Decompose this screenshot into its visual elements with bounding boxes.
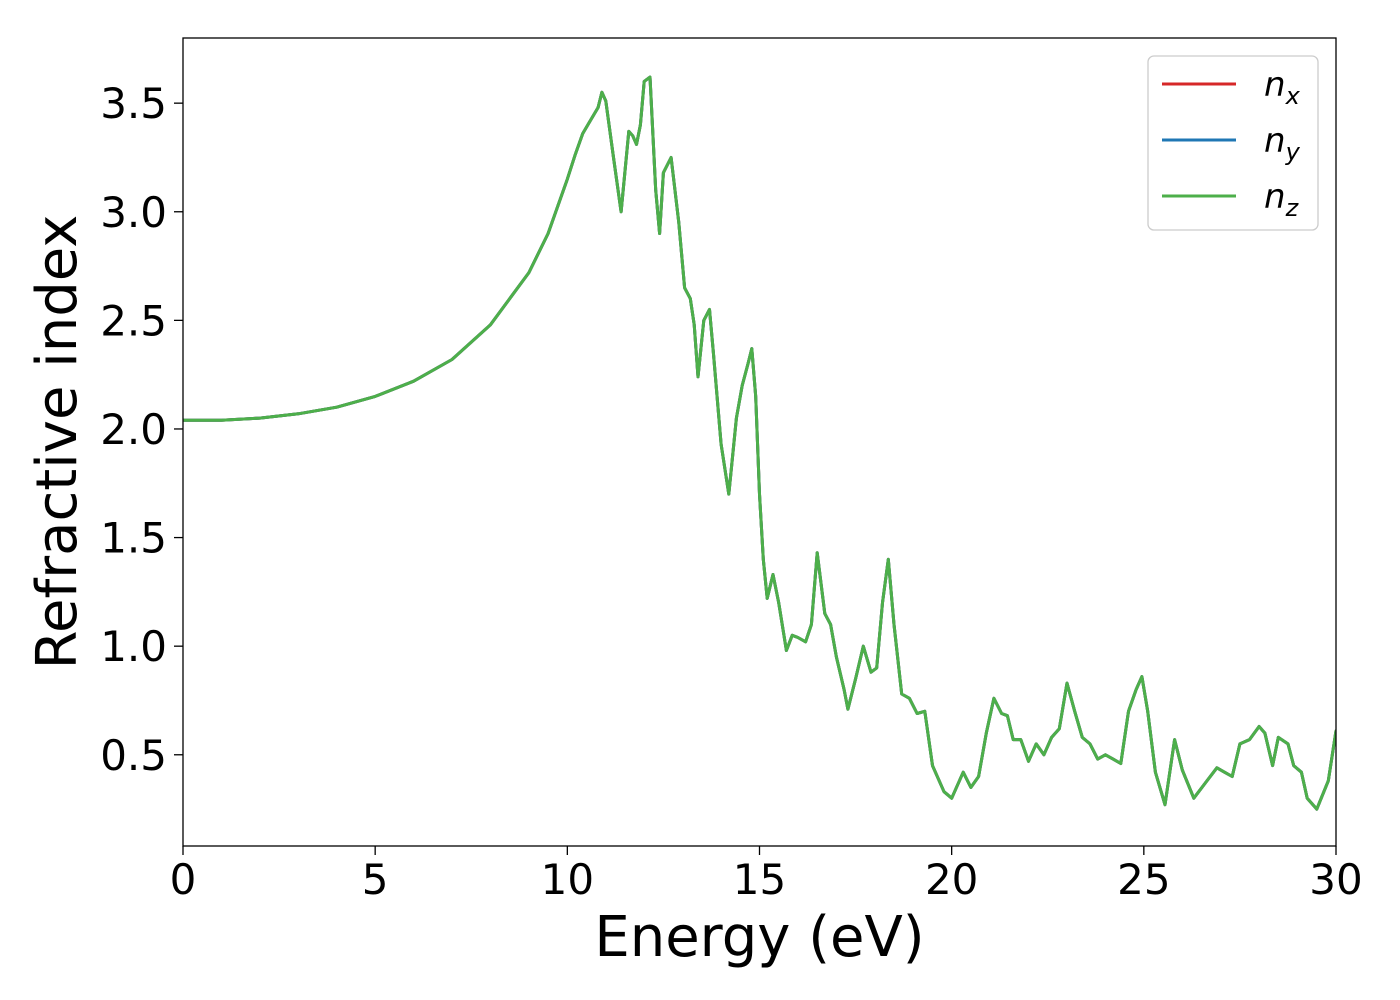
y-axis-label: Refractive index: [25, 215, 90, 670]
legend-label-n-z: nz: [1264, 177, 1300, 222]
y-tick-label: 1.0: [100, 622, 167, 671]
x-tick-label: 15: [733, 855, 786, 904]
y-tick-label: 2.5: [100, 296, 167, 345]
legend-label-base: n: [1264, 65, 1286, 105]
x-axis: 0 5 10 15 20 25 30: [170, 846, 1363, 904]
legend-box: [1147, 55, 1319, 231]
legend-label-subscript: x: [1285, 82, 1301, 110]
y-tick-label: 1.5: [100, 514, 167, 563]
x-tick-label: 30: [1309, 855, 1362, 904]
y-tick-label: 0.5: [100, 731, 167, 780]
x-tick-label: 0: [170, 855, 197, 904]
x-tick-label: 20: [925, 855, 978, 904]
x-tick-label: 5: [362, 855, 389, 904]
y-tick-label: 3.0: [100, 188, 167, 237]
x-tick-label: 10: [541, 855, 594, 904]
series-line-n-z: [183, 75, 1336, 811]
y-tick-label: 3.5: [100, 79, 167, 128]
y-tick-label: 2.0: [100, 405, 167, 454]
y-axis: 0.5 1.0 1.5 2.0 2.5 3.0 3.5: [100, 79, 183, 780]
legend-label-base: n: [1264, 177, 1286, 217]
x-axis-label: Energy (eV): [594, 905, 924, 970]
legend-label-subscript: y: [1285, 138, 1301, 166]
legend-label-n-y: ny: [1264, 121, 1301, 166]
legend-label-subscript: z: [1285, 194, 1300, 222]
x-tick-label: 25: [1117, 855, 1170, 904]
series-layer: [183, 75, 1336, 811]
legend-label-n-x: nx: [1264, 65, 1301, 110]
legend-label-base: n: [1264, 121, 1286, 161]
